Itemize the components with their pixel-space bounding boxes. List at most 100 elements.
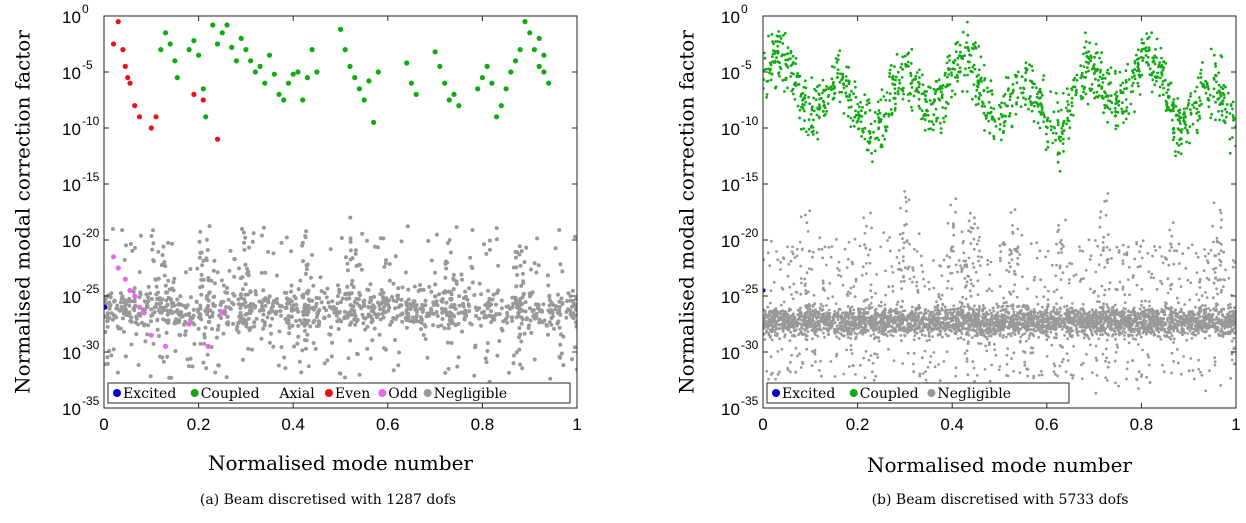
- negligible-point: [342, 316, 346, 320]
- negligible-point: [842, 284, 845, 287]
- negligible-point: [129, 242, 133, 246]
- negligible-point: [242, 248, 246, 252]
- negligible-point: [557, 310, 561, 314]
- negligible-point: [470, 265, 474, 269]
- negligible-point: [989, 309, 992, 312]
- negligible-point: [886, 335, 889, 338]
- negligible-point: [990, 335, 993, 338]
- negligible-point: [871, 370, 874, 373]
- negligible-point: [546, 273, 550, 277]
- negligible-point: [553, 307, 557, 311]
- negligible-point: [266, 300, 270, 304]
- negligible-point: [489, 309, 493, 313]
- negligible-point: [354, 248, 358, 252]
- negligible-point: [836, 316, 839, 319]
- negligible-point: [1010, 357, 1013, 360]
- negligible-point: [1186, 279, 1189, 282]
- coupled-point: [272, 72, 277, 77]
- negligible-point: [435, 233, 439, 237]
- negligible-point: [1198, 299, 1201, 302]
- negligible-point: [396, 363, 400, 367]
- negligible-point: [1191, 332, 1194, 335]
- negligible-point: [266, 250, 270, 254]
- negligible-point: [1053, 336, 1056, 339]
- negligible-point: [1084, 333, 1087, 336]
- negligible-point: [1122, 262, 1125, 265]
- negligible-point: [260, 234, 264, 238]
- negligible-point: [917, 315, 920, 318]
- negligible-point: [396, 294, 400, 298]
- negligible-point: [930, 355, 933, 358]
- negligible-point: [151, 258, 155, 262]
- negligible-point: [216, 328, 220, 332]
- negligible-point: [1141, 257, 1144, 260]
- negligible-point: [371, 310, 375, 314]
- negligible-point: [150, 234, 154, 238]
- legend-label-axial: Axial: [278, 386, 315, 402]
- negligible-point: [1146, 353, 1149, 356]
- negligible-point: [1144, 300, 1147, 303]
- negligible-point: [831, 295, 834, 298]
- negligible-point: [1078, 245, 1081, 248]
- negligible-point: [1042, 295, 1045, 298]
- negligible-point: [250, 348, 254, 352]
- negligible-point: [1060, 278, 1063, 281]
- negligible-point: [957, 337, 960, 340]
- negligible-point: [768, 310, 771, 313]
- negligible-point: [496, 264, 500, 268]
- negligible-point: [134, 332, 138, 336]
- negligible-point: [440, 311, 444, 315]
- negligible-point: [133, 286, 137, 290]
- negligible-point: [976, 374, 979, 377]
- negligible-point: [121, 316, 125, 320]
- negligible-point: [880, 305, 883, 308]
- negligible-point: [1003, 314, 1006, 317]
- negligible-point: [980, 256, 983, 259]
- negligible-point: [791, 246, 794, 249]
- negligible-point: [875, 308, 878, 311]
- negligible-point: [139, 293, 143, 297]
- negligible-point: [378, 333, 382, 337]
- negligible-point: [122, 330, 126, 334]
- negligible-point: [1127, 310, 1130, 313]
- negligible-point: [1031, 347, 1034, 350]
- odd-point: [123, 277, 128, 282]
- negligible-point: [337, 290, 341, 294]
- negligible-point: [1213, 318, 1216, 321]
- coupled-point: [191, 38, 196, 43]
- negligible-point: [198, 230, 202, 234]
- negligible-point: [124, 354, 128, 358]
- negligible-point: [1178, 243, 1181, 246]
- negligible-point: [478, 282, 482, 286]
- negligible-point: [777, 327, 780, 330]
- negligible-point: [779, 315, 782, 318]
- negligible-point: [278, 309, 282, 313]
- negligible-point: [463, 318, 467, 322]
- negligible-point: [137, 312, 141, 316]
- negligible-point: [827, 333, 830, 336]
- negligible-point: [198, 240, 202, 244]
- negligible-point: [874, 292, 877, 295]
- negligible-point: [282, 356, 286, 360]
- negligible-point: [770, 289, 773, 292]
- negligible-point: [495, 226, 499, 230]
- negligible-point: [908, 266, 911, 269]
- negligible-point: [910, 328, 913, 331]
- negligible-point: [537, 263, 541, 267]
- negligible-point: [1145, 376, 1148, 379]
- negligible-point: [1172, 341, 1175, 344]
- negligible-point: [343, 292, 347, 296]
- negligible-point: [400, 320, 404, 324]
- negligible-point: [790, 260, 793, 263]
- negligible-point: [290, 284, 294, 288]
- negligible-point: [500, 299, 504, 303]
- negligible-point: [382, 305, 386, 309]
- negligible-point: [985, 350, 988, 353]
- negligible-point: [1040, 332, 1043, 335]
- negligible-point: [375, 315, 379, 319]
- negligible-point: [1158, 246, 1161, 249]
- negligible-point: [970, 283, 973, 286]
- negligible-point: [1177, 362, 1180, 365]
- negligible-point: [990, 261, 993, 264]
- negligible-point: [1031, 351, 1034, 354]
